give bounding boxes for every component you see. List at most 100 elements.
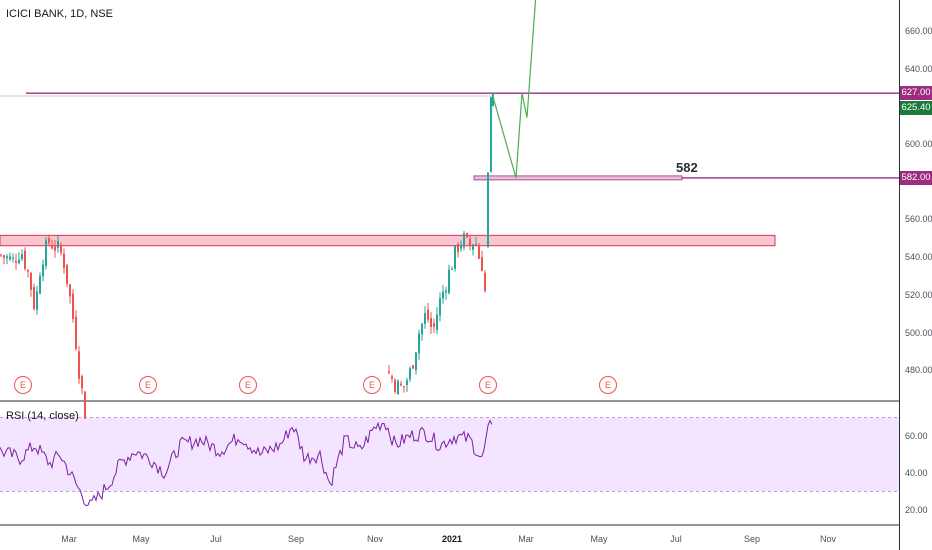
candle-2020a-candle xyxy=(60,244,62,253)
candle-2020b-candle xyxy=(463,233,465,248)
candle-2020b-candle xyxy=(394,379,396,392)
candle-2020a-candle xyxy=(27,270,29,272)
candle-2020b-candle xyxy=(391,376,393,379)
candle-2020b-candle xyxy=(424,313,426,324)
projection-path xyxy=(491,0,537,179)
price-tick: 600.00 xyxy=(905,139,932,149)
candle-2020b-candle xyxy=(442,291,444,299)
rsi-tick: 20.00 xyxy=(905,505,928,515)
rsi-tick: 60.00 xyxy=(905,431,928,441)
time-label: Mar xyxy=(518,534,534,544)
time-label-year: 2021 xyxy=(441,534,463,544)
price-tick: 480.00 xyxy=(905,365,932,375)
earnings-marker[interactable]: E xyxy=(139,376,157,394)
candle-2020b-candle xyxy=(472,244,474,250)
candle-2020b-candle xyxy=(484,272,486,291)
time-label: Sep xyxy=(743,534,761,544)
price-tag-last: 625.40 xyxy=(900,101,932,115)
rsi-line xyxy=(0,419,493,507)
resistance-zone xyxy=(0,234,776,247)
candle-2020a-candle xyxy=(48,237,50,244)
candle-2020a-candle xyxy=(54,246,56,251)
earnings-marker[interactable]: E xyxy=(239,376,257,394)
candle-2020a-candle xyxy=(30,272,32,290)
candle-2020b-candle xyxy=(403,386,405,388)
candle-2020a-candle xyxy=(6,256,8,259)
candle-2020a-candle xyxy=(3,255,5,258)
candle-2020b-candle xyxy=(412,365,414,369)
candle-2020a-candle xyxy=(51,245,53,249)
candle-2020b-candle xyxy=(445,290,447,293)
candle-2020b-candle xyxy=(451,268,453,270)
price-tick: 660.00 xyxy=(905,26,932,36)
candle-2020b-candle xyxy=(481,257,483,272)
candle-2020a-candle xyxy=(36,291,38,310)
candle-2020b-candle xyxy=(433,323,435,327)
candle-2020a-candle xyxy=(9,256,11,260)
candle-2020a-candle xyxy=(33,287,35,310)
candle-2020b-candle xyxy=(418,333,420,354)
candle-2020b-candle xyxy=(406,380,408,386)
price-tick: 640.00 xyxy=(905,64,932,74)
candle-2020b-candle xyxy=(427,309,429,320)
time-label: Jul xyxy=(670,534,682,544)
candle-2020b-candle xyxy=(421,323,423,335)
candle-2020b-candle xyxy=(457,244,459,252)
candle-2020b-candle xyxy=(469,238,471,247)
candle-2020a-candle xyxy=(42,264,44,277)
price-tick: 520.00 xyxy=(905,290,932,300)
time-label: Jul xyxy=(210,534,222,544)
breakout-candle xyxy=(492,93,494,107)
price-tag-627: 627.00 xyxy=(900,86,932,100)
time-label: Nov xyxy=(819,534,837,544)
earnings-marker[interactable]: E xyxy=(363,376,381,394)
price-tag-582: 582.00 xyxy=(900,171,932,185)
candle-2020a-candle xyxy=(66,264,68,284)
candle-2020a-candle xyxy=(84,391,86,419)
level-582-label: 582 xyxy=(676,160,698,175)
breakout-candle xyxy=(490,96,492,173)
candle-2020a-candle xyxy=(63,253,65,269)
rsi-title[interactable]: RSI (14, close) xyxy=(6,410,79,422)
level-box-582 xyxy=(473,175,683,181)
candle-2020a-candle xyxy=(78,351,80,379)
candle-2020b-candle xyxy=(397,380,399,395)
candle-2020a-candle xyxy=(24,250,26,269)
candle-2020b-candle xyxy=(478,245,480,259)
earnings-marker[interactable]: E xyxy=(479,376,497,394)
rsi-band xyxy=(0,417,899,492)
time-label: Nov xyxy=(366,534,384,544)
candle-2020a-candle xyxy=(45,240,47,266)
candle-2020a-candle xyxy=(12,257,14,259)
symbol-title[interactable]: ICICI BANK, 1D, NSE xyxy=(6,8,113,20)
candle-2020a-candle xyxy=(81,376,83,389)
breakout-candle xyxy=(487,172,489,248)
time-label: May xyxy=(132,534,150,544)
candle-2020b-candle xyxy=(388,371,390,374)
candle-2020b-candle xyxy=(415,352,417,371)
price-tick: 500.00 xyxy=(905,328,932,338)
price-tick: 540.00 xyxy=(905,252,932,262)
earnings-marker[interactable]: E xyxy=(14,376,32,394)
candle-2020b-candle xyxy=(475,243,477,245)
candle-2020b-candle xyxy=(439,298,441,316)
candle-2020a-candle xyxy=(15,260,17,263)
candle-2020a-candle xyxy=(69,284,71,297)
candle-2020a-candle xyxy=(21,254,23,260)
time-label: Mar xyxy=(61,534,77,544)
candle-2020b-candle xyxy=(460,244,462,249)
candle-2020b-candle xyxy=(454,245,456,269)
candle-2020b-candle xyxy=(409,368,411,380)
candle-2020a-candle xyxy=(39,275,41,294)
candle-2020a-candle xyxy=(75,316,77,349)
time-label: Sep xyxy=(287,534,305,544)
candle-2020a-candle xyxy=(72,293,74,320)
candle-2020b-candle xyxy=(400,383,402,386)
candle-2020b-candle xyxy=(430,318,432,327)
candle-2020a-candle xyxy=(0,254,2,256)
candle-2020a-candle xyxy=(18,259,20,264)
candle-2020a-candle xyxy=(57,241,59,248)
candle-2020b-candle xyxy=(466,233,468,238)
earnings-marker[interactable]: E xyxy=(599,376,617,394)
